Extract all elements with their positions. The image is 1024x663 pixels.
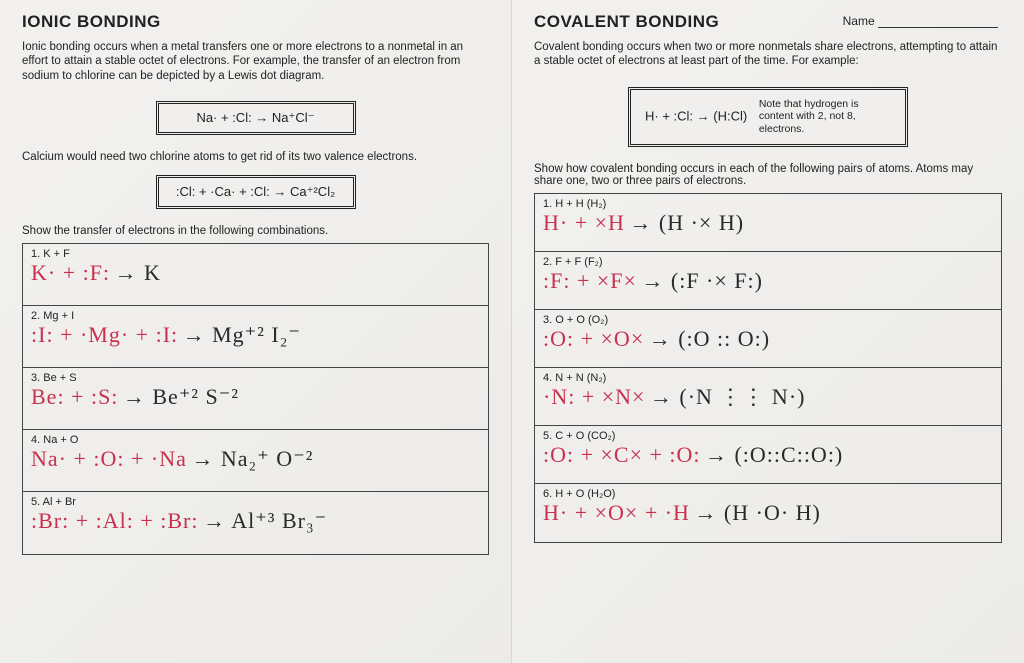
handwriting-red: :F: + ×F× [543, 268, 637, 293]
handwriting-black: → Be⁺² S⁻² [123, 384, 239, 409]
handwriting-red: :I: + ·Mg· + :I: [31, 322, 178, 347]
left-row-5: 5. Al + Br :Br: + :Al: + :Br: → Al⁺³ Br₃… [23, 492, 488, 554]
example1-box: Na· + :Cl: → Na⁺Cl⁻ [156, 101, 356, 135]
name-underline[interactable] [878, 27, 998, 28]
right-row-6: 6. H + O (H₂O) H· + ×O× + ·H → (H ·O· H) [535, 484, 1001, 542]
right-example-formula: H· + :Cl: → (H:Cl) [645, 108, 747, 123]
left-row-3: 3. Be + S Be: + :S: → Be⁺² S⁻² [23, 368, 488, 430]
left-problems: 1. K + F K· + :F: → K 2. Mg + I :I: + ·M… [22, 243, 489, 555]
left-title: IONIC BONDING [22, 12, 489, 32]
row-label: 3. Be + S [31, 372, 480, 384]
row-label: 5. C + O (CO₂) [543, 430, 993, 442]
handwriting-black: → (:F ·× F:) [641, 268, 763, 293]
row-label: 2. Mg + I [31, 310, 480, 322]
right-example-wrap: H· + :Cl: → (H:Cl) Note that hydrogen is… [534, 79, 1002, 157]
handwriting-red: ·N: + ×N× [543, 384, 645, 409]
left-sub1: Calcium would need two chlorine atoms to… [22, 151, 489, 163]
example2-box: :Cl: + ·Ca· + :Cl: → Ca⁺²Cl₂ [156, 175, 356, 209]
row-label: 6. H + O (H₂O) [543, 488, 993, 500]
handwriting-black: → Na₂⁺ O⁻² [191, 446, 313, 471]
left-row-4: 4. Na + O Na· + :O: + ·Na → Na₂⁺ O⁻² [23, 430, 488, 492]
left-instruction: Show the transfer of electrons in the fo… [22, 225, 489, 237]
row-label: 2. F + F (F₂) [543, 256, 993, 268]
handwriting-red: K· + :F: [31, 260, 110, 285]
row-label: 4. Na + O [31, 434, 480, 446]
handwriting-red: H· + ×H [543, 210, 625, 235]
right-row-4: 4. N + N (N₂) ·N: + ×N× → (·N ⋮⋮ N·) [535, 368, 1001, 426]
handwriting-red: Be: + :S: [31, 384, 118, 409]
right-example-box: H· + :Cl: → (H:Cl) Note that hydrogen is… [628, 87, 908, 147]
handwriting-black: → Al⁺³ Br₃⁻ [203, 508, 327, 533]
handwriting-red: :Br: + :Al: + :Br: [31, 508, 199, 533]
right-row-1: 1. H + H (H₂) H· + ×H → (H ·× H) [535, 194, 1001, 252]
row-label: 1. K + F [31, 248, 480, 260]
row-label: 1. H + H (H₂) [543, 198, 993, 210]
right-row-3: 3. O + O (O₂) :O: + ×O× → (:O :: O:) [535, 310, 1001, 368]
handwriting-black: → (H ·× H) [629, 210, 744, 235]
handwriting-red: :O: + ×C× + :O: [543, 442, 701, 467]
handwriting-black: → (·N ⋮⋮ N·) [650, 384, 806, 409]
left-row-2: 2. Mg + I :I: + ·Mg· + :I: → Mg⁺² I₂⁻ [23, 306, 488, 368]
handwriting-black: → K [115, 260, 161, 285]
handwriting-red: :O: + ×O× [543, 326, 644, 351]
name-field: Name [843, 14, 998, 28]
example1-wrap: Na· + :Cl: → Na⁺Cl⁻ [22, 93, 489, 145]
handwriting-red: H· + ×O× + ·H [543, 500, 690, 525]
right-row-5: 5. C + O (CO₂) :O: + ×C× + :O: → (:O::C:… [535, 426, 1001, 484]
right-example-note: Note that hydrogen is content with 2, no… [759, 98, 869, 136]
handwriting-red: Na· + :O: + ·Na [31, 446, 187, 471]
handwriting-black: → Mg⁺² I₂⁻ [183, 322, 301, 347]
right-page: Name COVALENT BONDING Covalent bonding o… [512, 0, 1024, 663]
row-label: 3. O + O (O₂) [543, 314, 993, 326]
left-row-1: 1. K + F K· + :F: → K [23, 244, 488, 306]
row-label: 5. Al + Br [31, 496, 480, 508]
row-label: 4. N + N (N₂) [543, 372, 993, 384]
left-page: IONIC BONDING Ionic bonding occurs when … [0, 0, 512, 663]
right-problems: 1. H + H (H₂) H· + ×H → (H ·× H) 2. F + … [534, 193, 1002, 543]
left-intro: Ionic bonding occurs when a metal transf… [22, 40, 489, 83]
example2-wrap: :Cl: + ·Ca· + :Cl: → Ca⁺²Cl₂ [22, 167, 489, 219]
handwriting-black: → (:O::C::O:) [705, 442, 843, 467]
right-row-2: 2. F + F (F₂) :F: + ×F× → (:F ·× F:) [535, 252, 1001, 310]
right-instruction: Show how covalent bonding occurs in each… [534, 163, 1002, 187]
handwriting-black: → (:O :: O:) [649, 326, 770, 351]
right-intro: Covalent bonding occurs when two or more… [534, 40, 1002, 69]
name-label: Name [843, 14, 875, 28]
handwriting-black: → (H ·O· H) [694, 500, 820, 525]
